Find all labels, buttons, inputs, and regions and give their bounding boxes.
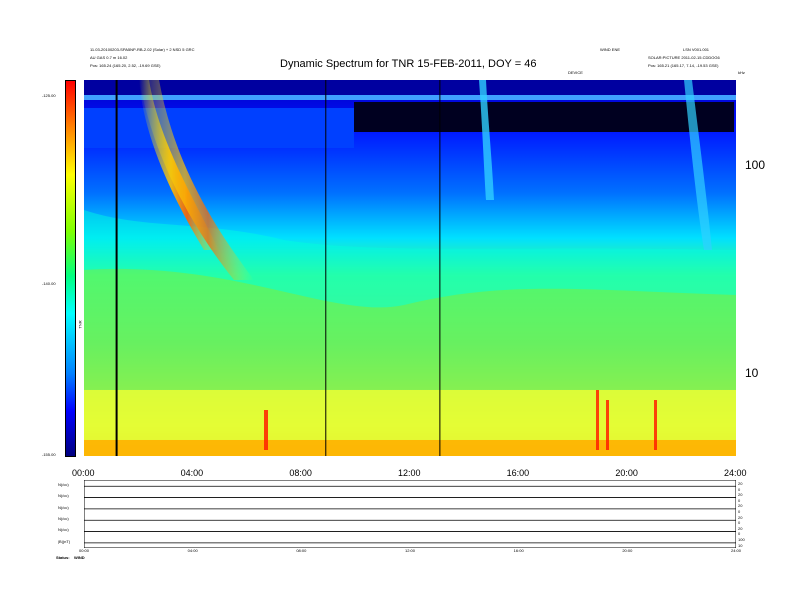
lower-x-tick-label: 04:00 bbox=[187, 548, 198, 553]
lower-panel-right-tick: 20 bbox=[738, 525, 743, 531]
spectrogram-plot bbox=[84, 80, 736, 456]
header-right-line3: Pos: 165.21 (165.17, 7.14, -19.53 GSE) bbox=[648, 63, 719, 68]
header-left-line2: AU GAS 0.7 m 16.02 bbox=[90, 55, 128, 60]
mid-blue-region bbox=[84, 108, 354, 148]
lower-panel-right-tick: 0 bbox=[738, 509, 741, 514]
burst-spike-4 bbox=[654, 400, 657, 450]
burst-spike-3 bbox=[606, 400, 609, 450]
header-right-top-mid: WIND ENE bbox=[600, 47, 620, 52]
lower-panel-label: N(/cc) bbox=[58, 516, 69, 521]
lower-panel bbox=[84, 480, 736, 548]
lower-panel-right-tick: 0 bbox=[738, 520, 741, 526]
colorbar-tick-mid: -140.00 bbox=[42, 281, 56, 286]
header-right-top-right: LSN V001.001 bbox=[683, 47, 710, 52]
lower-x-tick-label: 20:00 bbox=[622, 548, 633, 553]
lower-x-tick-label: 00:00 bbox=[79, 548, 90, 553]
lower-panel-right-tick: 0 bbox=[738, 486, 741, 492]
cyan-band bbox=[84, 210, 736, 308]
x-tick-label: 04:00 bbox=[180, 468, 204, 478]
lower-x-tick-label: 08:00 bbox=[296, 548, 307, 553]
bottom-orange-band bbox=[84, 440, 736, 456]
colorbar-tick-bottom: -155.00 bbox=[42, 452, 56, 457]
header-sub-label-right: kHz bbox=[738, 70, 745, 75]
y-tick-10: 10 bbox=[745, 366, 759, 380]
feature-2 bbox=[684, 80, 712, 250]
feature-1 bbox=[479, 80, 494, 200]
y-tick-100: 100 bbox=[745, 158, 766, 172]
colorbar-tick-top: -125.00 bbox=[42, 93, 56, 98]
lower-x-tick-label: 16:00 bbox=[513, 548, 524, 553]
x-tick-label: 20:00 bbox=[615, 468, 638, 478]
lower-panel-right-tick: 20 bbox=[738, 503, 743, 509]
x-tick-label: 16:00 bbox=[506, 468, 530, 478]
lower-x-tick-label: 24:00 bbox=[731, 548, 742, 553]
dark-region bbox=[354, 102, 734, 132]
x-tick-label: 08:00 bbox=[289, 468, 312, 478]
burst-spike-1 bbox=[264, 410, 268, 450]
header-left-line3: Pos: 165.24 (165.20, 2.52, -19.69 GSE) bbox=[90, 63, 161, 68]
top-band-dark bbox=[84, 80, 736, 95]
x-tick-label: 12:00 bbox=[398, 468, 421, 478]
x-tick-label: 24:00 bbox=[724, 468, 747, 478]
colorbar bbox=[65, 80, 76, 457]
lower-panel-right-tick: 10 bbox=[738, 542, 743, 548]
lower-panel-label: N(/cc) bbox=[58, 493, 69, 499]
lower-panel-right-tick: 20 bbox=[738, 514, 743, 520]
lower-panel-frame bbox=[84, 480, 736, 548]
lower-panel-label: N(/cc) bbox=[58, 527, 69, 533]
header-right-line2: SOLAR:PICTURE 2011-02-15.CDDOG6 bbox=[648, 55, 720, 60]
lower-panel-right-tick: 0 bbox=[738, 531, 741, 537]
lower-panel-label: N(/cc) bbox=[58, 504, 69, 510]
chart-title: Dynamic Spectrum for TNR 15-FEB-2011, DO… bbox=[280, 58, 537, 70]
x-tick-label: 00:00 bbox=[72, 468, 95, 478]
lower-panel-right-tick: 100 bbox=[738, 537, 745, 542]
colorbar-label: TNR bbox=[77, 320, 83, 329]
lower-panel-right-tick: 0 bbox=[738, 497, 741, 503]
lower-panel-label: N(/cc) bbox=[58, 482, 69, 487]
lower-panel-right-tick: 20 bbox=[738, 481, 743, 486]
lower-panel-right-tick: 20 bbox=[738, 492, 743, 498]
burst-2 bbox=[139, 80, 254, 280]
status-label: Status: bbox=[56, 555, 70, 560]
status-value: WIND bbox=[74, 555, 85, 560]
lower-x-tick-label: 12:00 bbox=[405, 548, 416, 553]
header-left-line1: 11.03-20100203-SPA5NP-RB-2.02 (Solar) + … bbox=[90, 47, 195, 52]
top-band-light bbox=[84, 95, 736, 100]
header-sub-label-mid: DEVICE bbox=[568, 70, 583, 75]
burst-spike-2 bbox=[596, 390, 599, 450]
lower-panel-label: |B|(nT) bbox=[58, 538, 71, 544]
